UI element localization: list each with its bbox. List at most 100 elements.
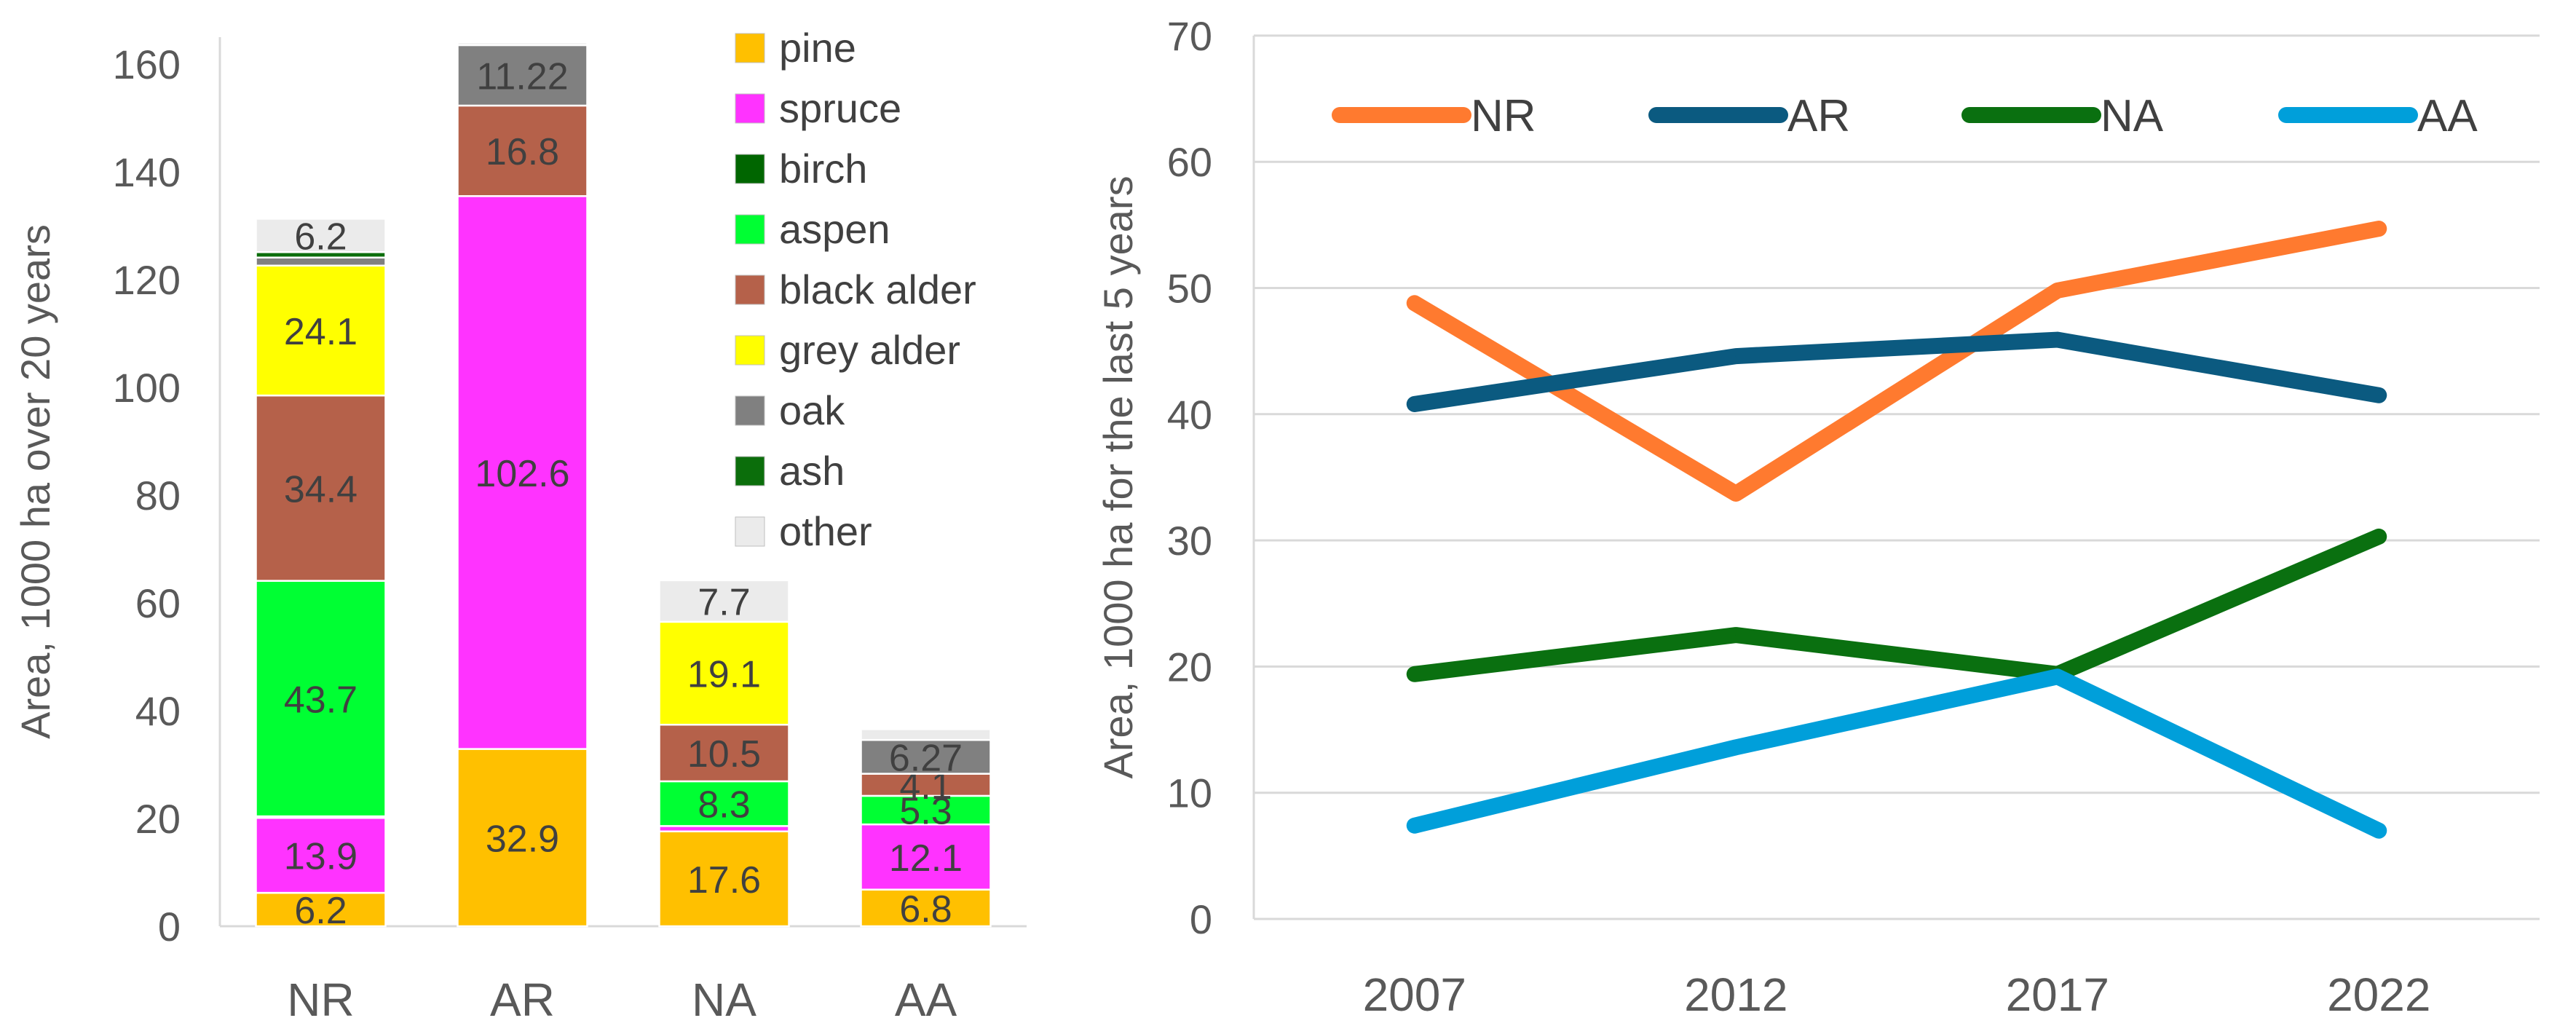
data-label-other-na: 7.7 bbox=[698, 581, 750, 623]
bar-segment-other-na bbox=[658, 579, 790, 623]
legend-label-nr: NR bbox=[1471, 91, 1536, 141]
y-tick-label: 100 bbox=[113, 365, 181, 411]
y-axis-title: Area, 1000 ha over 20 years bbox=[12, 224, 58, 739]
legend-label-spruce: spruce bbox=[779, 85, 901, 131]
data-label-spruce-nr: 13.9 bbox=[284, 836, 357, 878]
data-point-ar-2012 bbox=[1735, 355, 1737, 358]
series-line-aa bbox=[1406, 668, 2387, 839]
bar-segment-aspen-na bbox=[658, 780, 790, 827]
bar-segment-spruce-aa bbox=[860, 823, 992, 891]
data-point-nr-2012 bbox=[1735, 492, 1737, 494]
data-point-nr-2007 bbox=[1413, 302, 1415, 304]
bar-segment-other-aa bbox=[860, 728, 992, 741]
y-tick-label: 70 bbox=[1167, 13, 1212, 59]
data-label-aspen-nr: 43.7 bbox=[284, 679, 357, 721]
bar-segment-pine-aa bbox=[860, 888, 992, 928]
x-tick-label-2017: 2017 bbox=[2006, 968, 2109, 1021]
data-point-nr-2022 bbox=[2378, 228, 2380, 230]
x-tick-label-ar: AR bbox=[490, 974, 555, 1026]
data-point-aa-2017 bbox=[2056, 676, 2058, 678]
legend-swatch-birch bbox=[735, 154, 765, 184]
data-point-na-2012 bbox=[1735, 634, 1737, 636]
y-tick-label: 10 bbox=[1167, 770, 1212, 816]
y-tick-label: 80 bbox=[135, 473, 181, 518]
series-line-ar bbox=[1406, 331, 2387, 412]
legend-label-ash: ash bbox=[779, 448, 845, 494]
legend-swatch-pine bbox=[735, 33, 765, 63]
data-label-other-nr: 6.2 bbox=[294, 216, 347, 258]
y-tick-label: 140 bbox=[113, 149, 181, 195]
y-tick-label: 30 bbox=[1167, 518, 1212, 564]
bar-segment-black-alder-ar bbox=[457, 104, 588, 197]
data-label-aspen-aa: 5.3 bbox=[899, 791, 952, 833]
legend-label-na: NA bbox=[2101, 91, 2164, 141]
bar-segment-other-ar bbox=[457, 42, 588, 47]
bar-segment-oak-nr bbox=[255, 256, 387, 267]
stacked-bar-chart: Area, 1000 ha over 20 years 0 20 40 60 80 100 1… bbox=[12, 25, 1027, 1026]
legend-swatch-grey-alder bbox=[735, 335, 765, 366]
data-point-na-2022 bbox=[2378, 535, 2380, 537]
data-label-black-alder-na: 10.5 bbox=[687, 733, 761, 776]
legend-label-other: other bbox=[779, 508, 872, 554]
x-tick-label-2022: 2022 bbox=[2327, 968, 2430, 1021]
legend-swatch-oak bbox=[735, 395, 765, 426]
line-chart: Area, 1000 ha for the last 5 years 0 10 20 3… bbox=[1095, 13, 2540, 1021]
y-tick-label: 40 bbox=[1167, 392, 1212, 438]
x-tick-label-na: NA bbox=[692, 974, 756, 1026]
legend-swatch-other bbox=[735, 516, 765, 547]
data-point-aa-2012 bbox=[1735, 746, 1737, 749]
data-point-aa-2007 bbox=[1413, 824, 1415, 826]
legend-swatch-spruce bbox=[735, 93, 765, 124]
x-tick-label-2012: 2012 bbox=[1684, 968, 1787, 1021]
legend-label-ar: AR bbox=[1787, 91, 1850, 141]
data-point-aa-2022 bbox=[2378, 829, 2380, 832]
bar-segment-pine-na bbox=[658, 830, 790, 928]
legend-label-aspen: aspen bbox=[779, 206, 890, 252]
legend-swatch-aspen bbox=[735, 214, 765, 245]
bar-segment-aspen-aa bbox=[860, 794, 992, 826]
series-line-na bbox=[1406, 528, 2387, 682]
legend-label-grey-alder: grey alder bbox=[779, 327, 960, 373]
y-tick-label: 20 bbox=[1167, 644, 1212, 690]
data-point-ar-2022 bbox=[2378, 394, 2380, 396]
data-label-spruce-ar: 102.6 bbox=[475, 453, 569, 495]
bar-segment-grey-alder-nr bbox=[255, 264, 387, 397]
bar-segment-grey-alder-na bbox=[658, 620, 790, 726]
legend-label-black-alder: black alder bbox=[779, 267, 976, 312]
bar-segment-oak-aa bbox=[860, 738, 992, 775]
bar-segment-other-nr bbox=[255, 218, 387, 253]
x-tick-label-nr: NR bbox=[287, 974, 354, 1026]
bar-segment-black-alder-na bbox=[658, 723, 790, 783]
data-point-ar-2017 bbox=[2056, 339, 2058, 341]
data-label-grey-alder-na: 19.1 bbox=[687, 654, 761, 696]
data-label-oak-aa: 6.27 bbox=[889, 737, 963, 779]
data-label-pine-ar: 32.9 bbox=[486, 818, 559, 860]
series-line-nr bbox=[1406, 221, 2387, 502]
y-tick-label: 60 bbox=[135, 580, 181, 626]
bar-segment-spruce-ar bbox=[457, 195, 588, 750]
data-label-pine-na: 17.6 bbox=[687, 859, 761, 901]
y-tick-label: 60 bbox=[1167, 139, 1212, 185]
bar-segment-black-alder-nr bbox=[255, 394, 387, 582]
y-tick-label: 20 bbox=[135, 796, 181, 842]
data-point-nr-2017 bbox=[2056, 289, 2058, 291]
legend-label-birch: birch bbox=[779, 146, 867, 192]
data-label-grey-alder-nr: 24.1 bbox=[284, 311, 357, 353]
x-tick-label-aa: AA bbox=[895, 974, 957, 1026]
data-label-oak-ar: 11.22 bbox=[476, 55, 568, 98]
data-point-na-2007 bbox=[1413, 673, 1415, 675]
legend-label-aa: AA bbox=[2417, 91, 2478, 141]
y-tick-label: 50 bbox=[1167, 266, 1212, 312]
bar-segment-aspen-nr bbox=[255, 580, 387, 818]
y-tick-label: 40 bbox=[135, 688, 181, 734]
y-tick-label: 0 bbox=[1190, 896, 1212, 942]
y-tick-label: 120 bbox=[113, 257, 181, 303]
data-label-pine-aa: 6.8 bbox=[899, 888, 952, 931]
legend-swatch-black-alder bbox=[735, 275, 765, 305]
data-label-pine-nr: 6.2 bbox=[294, 890, 347, 932]
legend-swatch-ash bbox=[735, 456, 765, 486]
data-label-spruce-aa: 12.1 bbox=[889, 837, 963, 880]
data-label-black-alder-ar: 16.8 bbox=[486, 131, 559, 173]
bar-segment-pine-ar bbox=[457, 748, 588, 928]
